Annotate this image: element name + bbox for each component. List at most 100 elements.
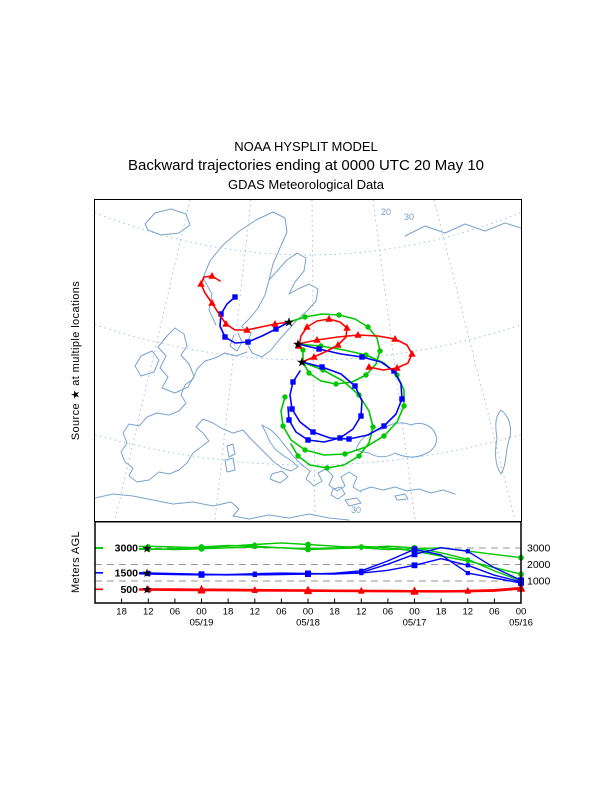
source-label-text: Source ★ at multiple locations [70,280,83,441]
square-marker-icon [309,428,316,435]
square-marker-icon [411,562,418,569]
circle-marker-icon [301,446,308,453]
circle-marker-icon [305,541,311,548]
hour-tick-label: 18 [223,607,234,618]
coastline-britain [157,327,194,393]
square-marker-icon [221,333,228,340]
triangle-marker-icon [207,298,216,306]
square-marker-icon [315,345,322,352]
square-marker-icon [304,436,311,443]
label-backing [103,582,139,596]
triangle-marker-icon [392,363,401,371]
square-marker-icon [380,422,387,429]
circle-marker-icon [146,547,151,552]
map-trajectory-500m-1 [199,274,290,331]
triangle-marker-icon [294,341,303,349]
square-marker-icon [345,435,352,442]
source-star-icon: ★ [283,314,295,329]
circle-marker-icon [294,452,301,459]
coastline-cyprus [394,493,408,500]
circle-marker-icon [359,545,364,550]
square-marker-icon [411,551,418,558]
coastline-north-africa [94,493,349,520]
triangle-marker-icon [196,279,205,287]
map-trajectory-3000m-3 [289,360,374,469]
circle-marker-icon [465,557,470,562]
circle-marker-icon [341,450,348,457]
square-marker-icon [305,571,311,577]
coastline-west-europe-iberia [120,351,247,482]
coastline-baltic [241,252,318,357]
triangle-marker-icon [324,314,333,322]
height-series-1500m-3 [94,548,522,584]
square-marker-icon [217,310,224,317]
square-marker-icon [318,363,325,370]
triangle-marker-icon [304,586,312,594]
triangle-marker-icon [242,325,251,333]
square-marker-icon [288,405,295,412]
map-trajectory-1500m-1 [218,295,290,344]
hour-tick-label: 18 [329,607,340,618]
source-star-icon: ★ [296,354,308,369]
triangle-marker-icon [333,340,342,348]
graticule-meridian [214,199,251,520]
square-marker-icon [465,563,470,568]
right-height-label: 1000 [527,576,551,588]
hour-tick-label: 18 [436,607,447,618]
coastline-caspian [494,409,511,474]
circle-marker-icon [364,323,371,330]
date-tick-label: 05/19 [190,618,214,629]
right-height-label: 2000 [527,559,551,571]
coastline-crete [344,497,361,506]
square-marker-icon [252,572,257,577]
coastline-italy [242,424,298,471]
triangle-marker-icon [364,362,373,370]
hour-tick-label: 12 [250,607,261,618]
square-marker-icon [289,378,296,385]
triangle-marker-icon [302,322,311,330]
circle-marker-icon [279,422,286,429]
hour-tick-label: 12 [463,607,474,618]
triangle-marker-icon [464,587,471,593]
triangle-marker-icon [221,319,230,327]
coastlines [94,208,521,520]
map-trajectory-3000m-2 [279,342,405,456]
coastline-corsica [226,443,235,457]
map-trajectory-1500m-3 [286,360,363,443]
triangle-marker-icon [207,271,216,279]
circle-marker-icon [305,369,312,376]
circle-marker-icon [369,423,376,430]
triangle-marker-icon [312,335,321,343]
square-marker-icon [357,412,364,419]
hour-tick-label: 00 [409,607,420,618]
hour-tick-label: 06 [276,607,287,618]
source-height-label: 500 [120,584,138,596]
label-backing [103,541,139,555]
circle-marker-icon [376,347,383,354]
coastline-sardinia [224,457,235,472]
height-series-1500m-1 [94,558,522,583]
square-marker-icon [411,546,418,553]
square-marker-icon [285,416,292,423]
square-marker-icon [358,353,365,360]
graticule-meridian [372,199,415,520]
triangle-marker-icon [342,323,351,331]
square-marker-icon [272,325,279,332]
title-block: NOAA HYSPLIT MODEL Backward trajectories… [0,139,612,192]
triangle-marker-icon [390,334,399,342]
coastline-balkans-greece [270,429,361,492]
graticule-parallel [94,323,521,360]
square-marker-icon [465,549,470,554]
hour-tick-label: 00 [303,607,314,618]
hour-tick-label: 18 [116,607,127,618]
coastline-barents [404,222,521,236]
circle-marker-icon [355,452,362,459]
triangle-marker-icon [251,586,258,592]
graticule-parallel [94,433,521,465]
graticule-meridian [114,199,190,520]
source-star-icon: ★ [292,336,304,351]
triangle-marker-icon [410,586,419,594]
graticule-meridian [311,199,315,520]
